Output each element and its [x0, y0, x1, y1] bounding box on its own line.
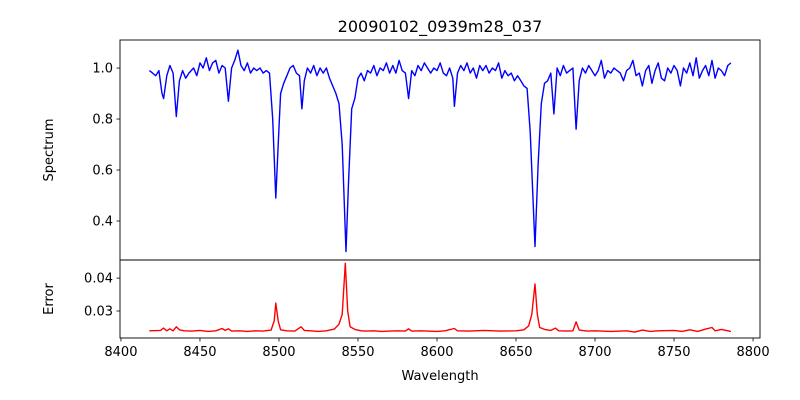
error-line [149, 262, 732, 333]
x-tick-label: 8550 [341, 345, 374, 360]
x-tick-label: 8600 [420, 345, 453, 360]
y-tick-label: 0.6 [92, 164, 113, 179]
chart-title: 20090102_0939m28_037 [338, 17, 543, 37]
x-tick-label: 8500 [262, 345, 295, 360]
x-tick-label: 8650 [499, 345, 532, 360]
y-tick-label: 0.8 [92, 113, 113, 128]
x-tick-label: 8450 [183, 345, 216, 360]
y-tick-label: 0.4 [92, 214, 113, 229]
x-tick-label: 8750 [657, 345, 690, 360]
spectrum-axes: 0.4 0.6 0.8 1.0 [92, 39, 761, 261]
x-tick-label: 8400 [104, 345, 137, 360]
error-axes: 0.03 0.04 8400 8450 8500 8550 8600 8650 8700 8750… [84, 259, 770, 360]
error-ylabel: Error [42, 283, 57, 315]
y-tick-label: 0.04 [84, 272, 113, 287]
spectrum-ylabel: Spectrum [42, 119, 57, 182]
y-tick-label: 1.0 [92, 62, 113, 77]
axes-frame [119, 259, 761, 339]
x-tick-label: 8700 [578, 345, 611, 360]
spectrum-line [148, 49, 732, 253]
y-tick-label: 0.03 [84, 305, 113, 320]
x-tick-label: 8800 [737, 345, 770, 360]
x-axis-label: Wavelength [401, 369, 478, 384]
